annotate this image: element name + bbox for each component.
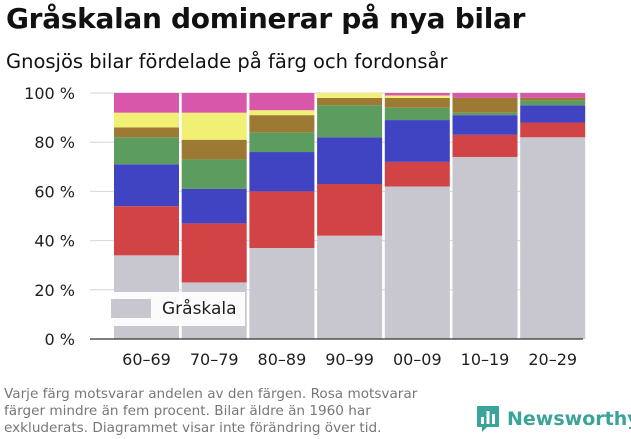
y-tick-label: 20 % bbox=[34, 281, 75, 300]
footnote-line-1: Varje färg motsvarar andelen av den färg… bbox=[4, 386, 418, 402]
bar-segment-6-1 bbox=[520, 122, 586, 138]
legend: Gråskala bbox=[104, 292, 245, 326]
x-tick-label: 00–09 bbox=[393, 350, 442, 369]
y-tick-label: 0 % bbox=[45, 330, 75, 349]
bar-segment-2-3 bbox=[249, 132, 315, 153]
bar-segment-2-0 bbox=[249, 247, 315, 339]
legend-label-grayscale: Gråskala bbox=[162, 298, 237, 319]
x-tick-label: 70–79 bbox=[190, 350, 239, 369]
y-axis: 0 % 20 % 40 % 60 % 80 % 100 % bbox=[24, 84, 75, 349]
footnote-line-2: färger mindre än fem procent. Bilar äldr… bbox=[4, 403, 371, 419]
bar-segment-0-3 bbox=[114, 137, 179, 165]
bar-segment-1-1 bbox=[181, 223, 247, 283]
bar-segment-3-1 bbox=[317, 184, 383, 236]
bar-segment-2-1 bbox=[249, 191, 315, 248]
bar-segment-1-4 bbox=[181, 139, 247, 160]
bar-segment-0-5 bbox=[114, 112, 179, 128]
bar-segment-1-3 bbox=[181, 159, 247, 189]
bar-segment-4-5 bbox=[384, 95, 450, 98]
bar-segment-5-6 bbox=[452, 93, 518, 98]
bar-segment-5-2 bbox=[452, 115, 518, 135]
bar-segment-3-2 bbox=[317, 137, 383, 185]
footnote-line-3: exkluderats. Diagrammet visar inte förän… bbox=[4, 420, 382, 436]
bar-segment-6-6 bbox=[520, 93, 586, 98]
bar-segment-5-1 bbox=[452, 134, 518, 157]
x-tick-label: 90–99 bbox=[325, 350, 374, 369]
bar-segment-4-3 bbox=[384, 107, 450, 121]
y-tick-label: 80 % bbox=[34, 133, 75, 152]
y-tick-label: 40 % bbox=[34, 232, 75, 251]
chart-subtitle: Gnosjös bilar fördelade på färg och ford… bbox=[6, 50, 448, 73]
bar-segment-0-1 bbox=[114, 206, 179, 256]
bar-segment-3-4 bbox=[317, 97, 383, 106]
x-tick-label: 10–19 bbox=[461, 350, 510, 369]
bar-segment-5-0 bbox=[452, 156, 518, 339]
bar-segment-0-6 bbox=[114, 93, 179, 113]
bar-segment-3-3 bbox=[317, 105, 383, 138]
bar-segment-1-5 bbox=[181, 112, 247, 140]
x-tick-label: 20–29 bbox=[528, 350, 577, 369]
bar-segment-6-0 bbox=[520, 137, 586, 339]
x-tick-label: 60–69 bbox=[122, 350, 171, 369]
bar-segment-0-2 bbox=[114, 164, 179, 207]
bar-segment-2-6 bbox=[249, 93, 315, 111]
bar-segment-6-4 bbox=[520, 97, 586, 101]
bar-segment-5-3 bbox=[452, 112, 518, 116]
bar-segment-2-5 bbox=[249, 110, 315, 116]
newsworthy-logo: Newsworthy bbox=[476, 405, 631, 433]
y-tick-label: 100 % bbox=[24, 84, 75, 103]
bar-segment-4-6 bbox=[384, 93, 450, 96]
bar-segment-1-6 bbox=[181, 93, 247, 113]
y-tick-label: 60 % bbox=[34, 182, 75, 201]
x-tick-label: 80–89 bbox=[258, 350, 307, 369]
bar-segment-6-3 bbox=[520, 100, 586, 106]
footnote: Varje färg motsvarar andelen av den färg… bbox=[4, 386, 417, 437]
chart-title: Gråskalan dominerar på nya bilar bbox=[6, 2, 526, 35]
bar-segment-5-4 bbox=[452, 97, 518, 113]
bar-segment-2-2 bbox=[249, 152, 315, 192]
bar-segment-3-0 bbox=[317, 235, 383, 339]
x-axis: 60–69 70–79 80–89 90–99 00–09 10–19 20–29 bbox=[90, 338, 583, 369]
bar-segment-4-4 bbox=[384, 97, 450, 108]
legend-swatch-grayscale bbox=[111, 299, 151, 318]
bar-segment-4-2 bbox=[384, 120, 450, 162]
bar-segment-4-1 bbox=[384, 161, 450, 187]
bar-segment-6-2 bbox=[520, 105, 586, 123]
chart-logo-icon bbox=[477, 406, 499, 432]
bar-segment-4-0 bbox=[384, 186, 450, 339]
bar-segment-2-4 bbox=[249, 115, 315, 133]
bar-segment-0-4 bbox=[114, 127, 179, 138]
bar-segment-3-5 bbox=[317, 93, 383, 98]
bar-segment-1-2 bbox=[181, 188, 247, 224]
logo-text: Newsworthy bbox=[507, 408, 631, 430]
